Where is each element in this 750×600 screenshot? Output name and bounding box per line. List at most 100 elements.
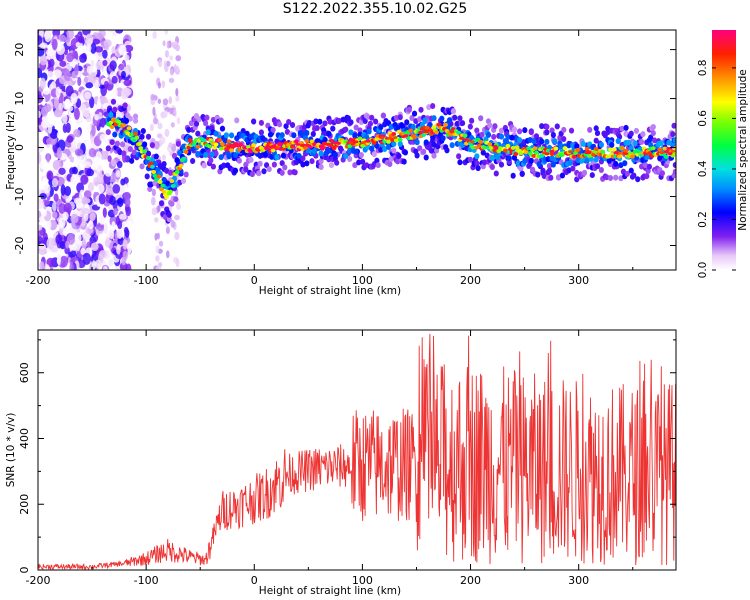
spectrogram-cell	[413, 118, 419, 125]
spectrogram-cell	[90, 59, 95, 68]
spectrogram-cell	[457, 115, 463, 122]
spectrogram-cell	[228, 132, 235, 139]
spectrogram-cell	[94, 46, 104, 53]
spectrogram-cell	[322, 120, 328, 127]
spectrogram-cell	[619, 146, 625, 151]
spectrogram-cell	[425, 129, 431, 133]
x-tick-label: 300	[568, 574, 589, 587]
spectrogram-cell	[70, 213, 79, 224]
spectrogram-cell	[116, 119, 122, 124]
spectrogram-cell	[283, 123, 289, 130]
spectrogram-cell	[388, 155, 394, 162]
spectrogram-cell	[98, 193, 106, 205]
spectrogram-cell	[613, 151, 619, 155]
spectrogram-cell	[226, 139, 232, 144]
spectrogram-cell	[279, 132, 285, 139]
spectrogram-cell	[561, 126, 567, 133]
spectrogram-cell	[423, 154, 429, 161]
spectrogram-cell	[243, 166, 249, 173]
spectrogram-cell	[593, 125, 599, 132]
spectrogram-cell	[566, 142, 572, 149]
spectrogram-cell	[98, 215, 105, 225]
spectrogram-cell	[75, 231, 82, 244]
spectrogram-cell	[491, 133, 497, 140]
spectrogram-cell	[617, 154, 622, 159]
spectrogram-cell	[112, 131, 118, 138]
spectrogram-cell	[150, 164, 155, 169]
spectrogram-cell	[56, 131, 62, 139]
spectrogram-cell	[613, 160, 619, 167]
spectrogram-cell	[393, 114, 399, 121]
spectrogram-cell	[195, 130, 201, 137]
colorbar-gradient	[712, 30, 736, 270]
spectrogram-cell	[89, 212, 96, 222]
spectrogram-cell	[157, 179, 163, 184]
spectrogram-cell	[650, 130, 656, 137]
spectrogram-cell	[70, 175, 79, 186]
spectrogram-cell	[492, 123, 498, 130]
spectrogram-cell	[105, 145, 111, 152]
spectrogram-cell	[139, 133, 145, 140]
spectrogram-cell	[149, 123, 154, 132]
spectrogram-cell	[121, 150, 127, 157]
spectrogram-cell	[59, 60, 67, 67]
spectrogram-cell	[372, 118, 379, 125]
spectrogram-cell	[164, 195, 170, 200]
spectrogram-cell	[154, 232, 158, 241]
spectrogram-cell	[187, 138, 193, 143]
spectrogram-cell	[157, 58, 163, 68]
spectrogram-cell	[444, 147, 450, 154]
spectrogram-cell	[111, 158, 117, 167]
spectrogram-cell	[258, 119, 265, 126]
x-tick-label: 300	[568, 274, 589, 287]
spectrogram-cell	[39, 261, 45, 270]
spectrogram-cell	[671, 152, 676, 157]
spectrogram-cell	[38, 152, 41, 164]
spectrogram-cell	[168, 77, 175, 83]
colorbar-tick-label: 0.6	[697, 110, 709, 127]
spectrogram-cell	[129, 157, 135, 164]
spectrogram-cell	[296, 152, 302, 159]
spectrogram-cell	[309, 158, 315, 165]
spectrogram-cell	[414, 139, 420, 146]
spectrogram-cell	[352, 132, 358, 139]
spectrogram-cell	[417, 145, 423, 152]
spectrogram-cell	[375, 162, 381, 169]
spectrogram-cell	[324, 148, 331, 155]
spectrogram-cell	[615, 138, 621, 145]
spectrogram-cell	[159, 136, 166, 145]
spectrogram-cell	[86, 43, 92, 53]
spectrogram-cell	[104, 41, 110, 51]
spectrogram-cell	[165, 180, 171, 187]
spectrogram-cell	[217, 138, 223, 143]
spectrogram-cell	[304, 160, 310, 167]
spectrogram-cell	[56, 254, 62, 266]
spectrogram-cell	[586, 151, 592, 155]
spectrogram-cell	[622, 160, 628, 167]
spectrogram-cell	[86, 168, 95, 177]
spectrogram-cell	[562, 146, 568, 151]
spectrogram-cell	[132, 113, 139, 120]
spectrogram-cell	[87, 220, 94, 230]
spectrogram-cell	[59, 255, 68, 268]
spectrogram-cell	[401, 158, 407, 165]
spectrogram-cell	[382, 146, 388, 153]
spectrogram-cell	[485, 131, 492, 138]
spectrogram-cell	[161, 80, 166, 89]
spectrogram-cell	[470, 145, 476, 150]
spectrogram-cell	[122, 239, 128, 250]
spectrogram-cell	[39, 77, 46, 90]
spectrogram-cell	[517, 128, 523, 135]
spectrogram-cell	[449, 142, 455, 149]
spectrogram-cell	[568, 127, 575, 134]
spectrogram-cell	[63, 70, 71, 81]
spectrogram-cell	[467, 123, 473, 130]
x-tick-label: -100	[134, 274, 159, 287]
spectrogram-cell	[276, 121, 283, 128]
spectrogram-cell	[90, 242, 99, 252]
spectrogram-cell	[463, 138, 469, 141]
y-tick-label: 200	[18, 494, 31, 515]
spectrogram-cell	[566, 167, 572, 174]
spectrogram-cell	[77, 77, 82, 87]
